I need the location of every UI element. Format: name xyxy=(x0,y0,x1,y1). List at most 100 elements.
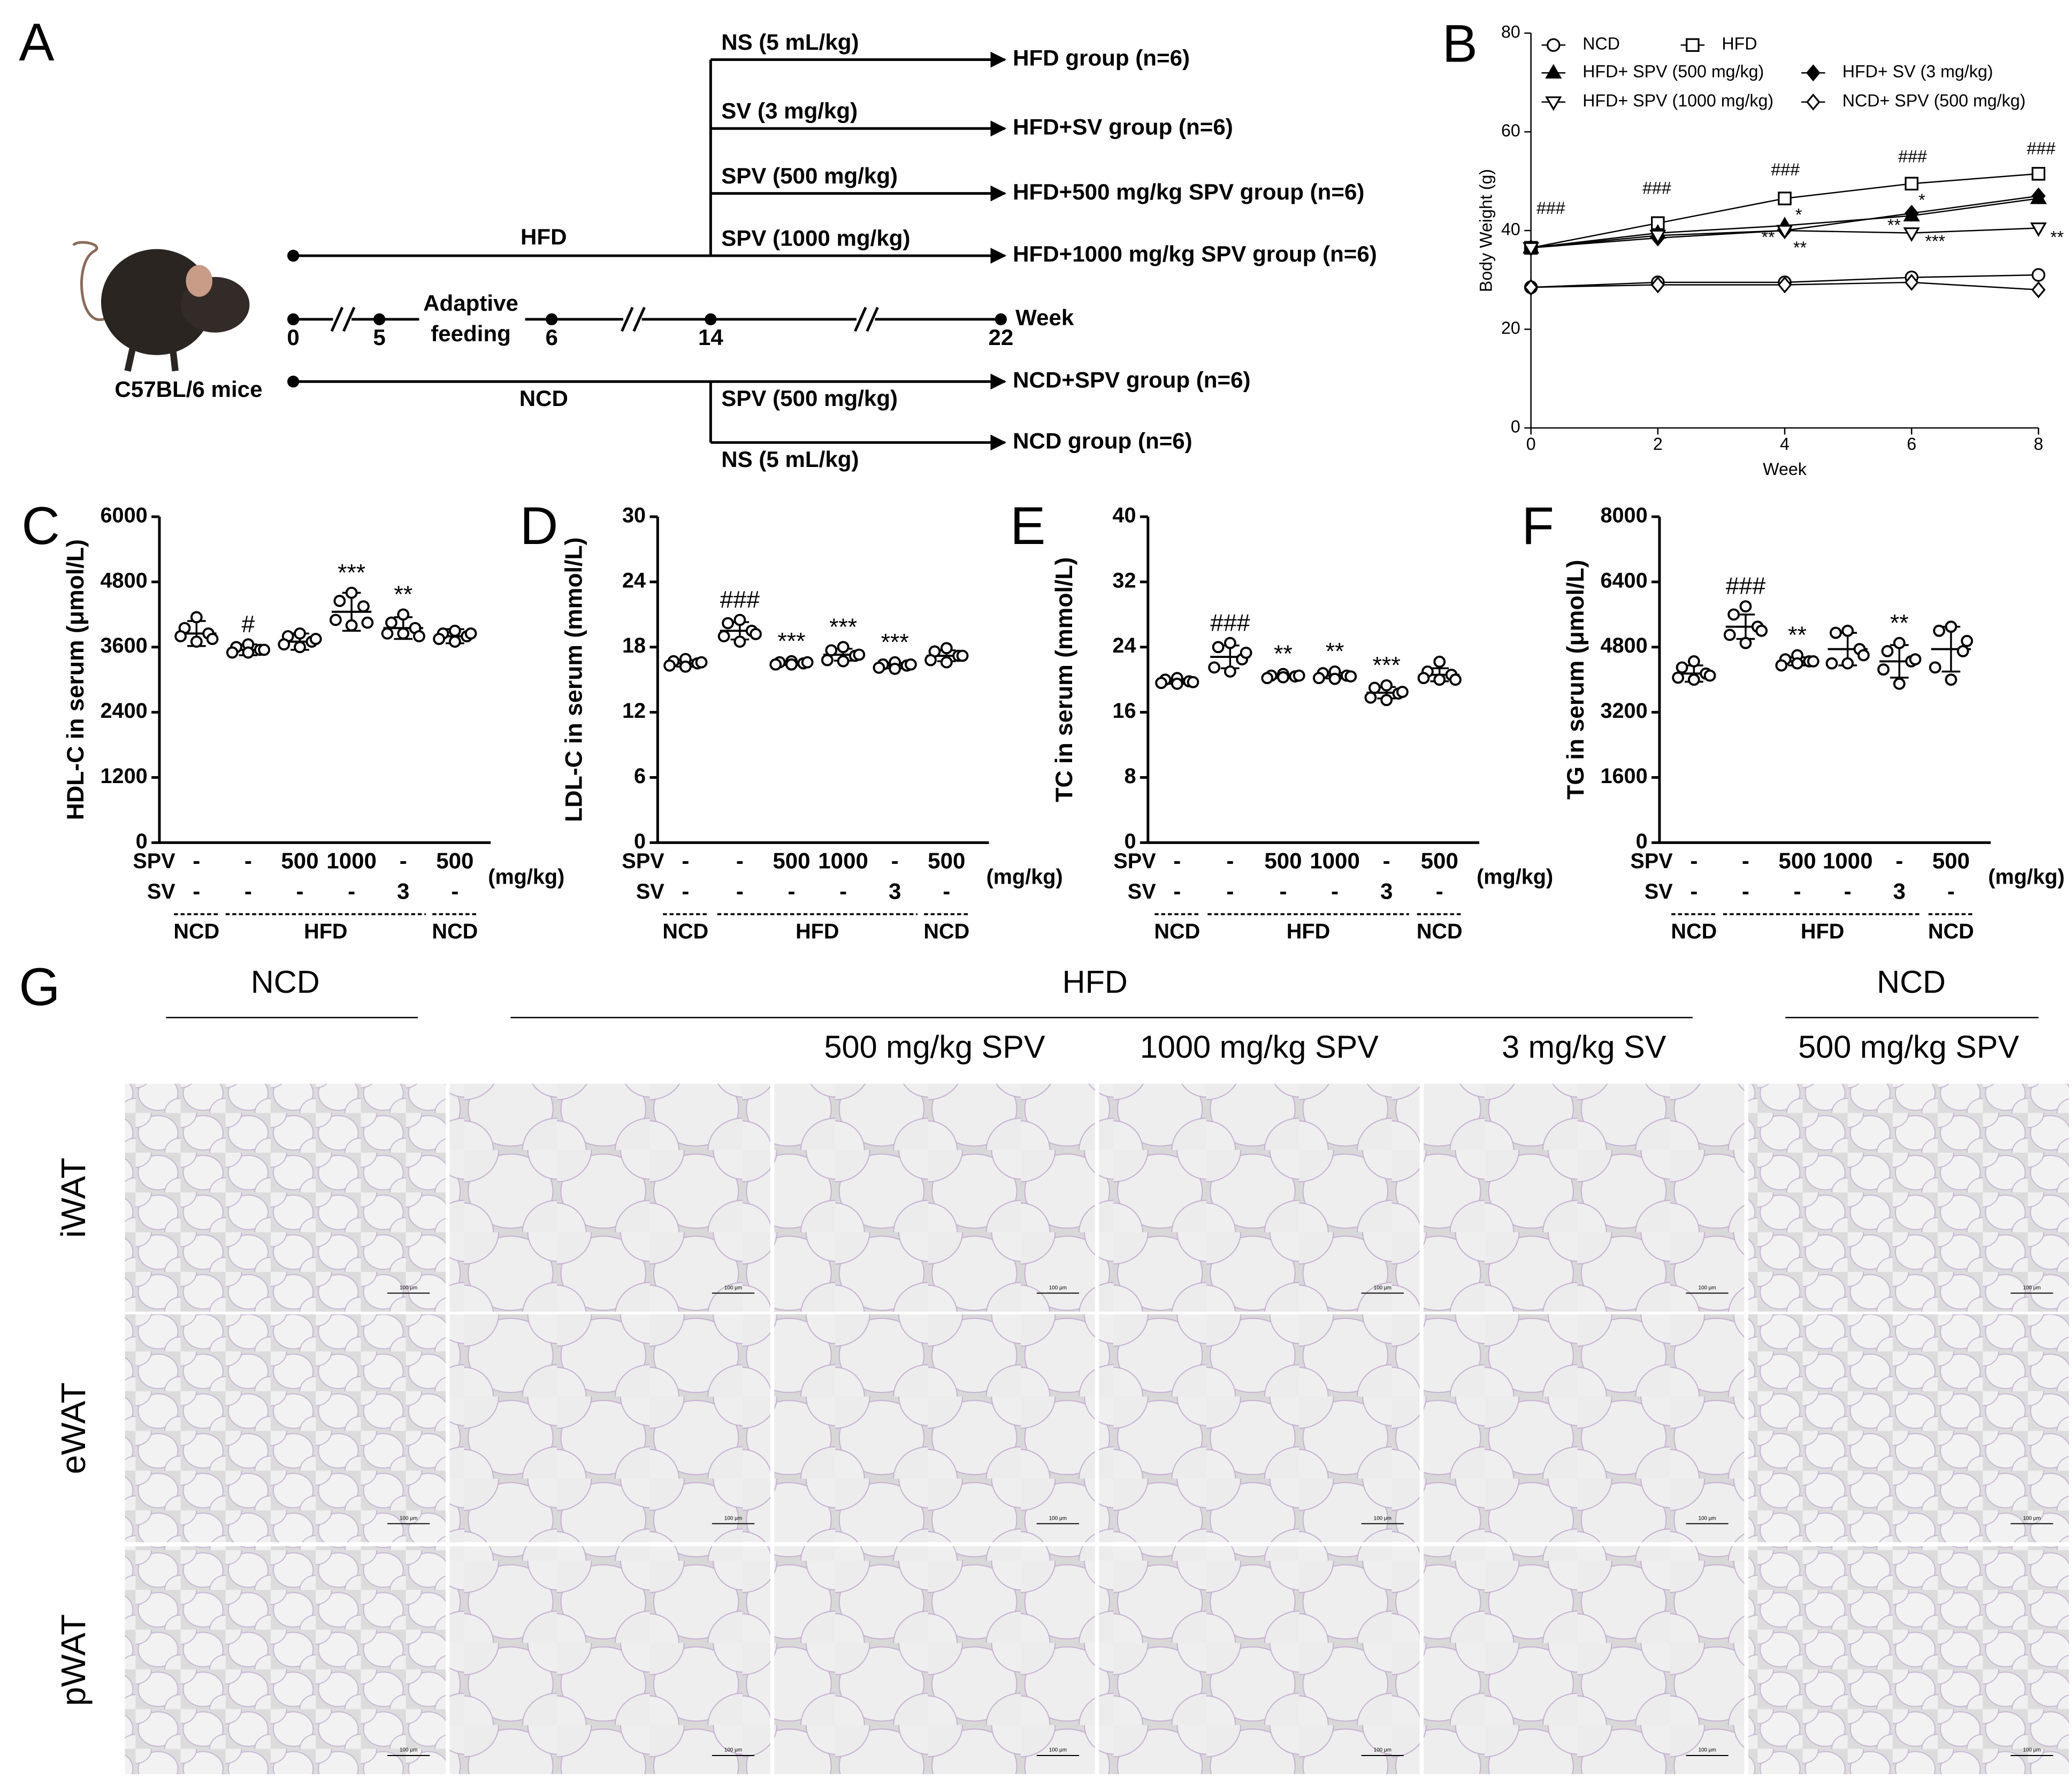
spv-dose: - xyxy=(193,848,200,873)
data-point xyxy=(1672,671,1685,684)
row-label: SV xyxy=(636,880,664,903)
break-mark xyxy=(342,306,356,332)
timeline-tick: 5 xyxy=(373,325,385,350)
data-point xyxy=(242,646,255,659)
timeline-tick: 22 xyxy=(988,325,1013,350)
group-label: HFD xyxy=(304,919,347,943)
panel-label: D xyxy=(520,496,559,555)
marker xyxy=(2031,187,2046,205)
data-point xyxy=(433,633,446,645)
data-point xyxy=(1893,677,1906,690)
x-tick-label: 8 xyxy=(2033,434,2043,454)
data-point xyxy=(837,641,850,654)
marker xyxy=(1686,38,1700,52)
data-point xyxy=(853,648,866,661)
x-axis-label: Week xyxy=(1763,459,1807,479)
phase-label: feeding xyxy=(431,321,511,346)
break-mark xyxy=(632,306,646,332)
break-mark xyxy=(330,306,344,332)
data-point xyxy=(345,619,358,632)
y-tick-label: 60 xyxy=(1501,121,1520,140)
spv-dose: 500 xyxy=(1778,848,1816,873)
scale-bar-label: 100 μm xyxy=(1049,1515,1067,1521)
diet-label: NCD xyxy=(519,386,568,411)
marker xyxy=(1806,93,1821,111)
treatment-label: SPV (500 mg/kg) xyxy=(721,386,898,411)
data-point xyxy=(1449,673,1462,686)
spv-dose: - xyxy=(891,848,899,873)
annotation: *** xyxy=(1925,232,1945,251)
data-point xyxy=(1945,620,1958,633)
scale-bar-label: 100 μm xyxy=(1049,1285,1067,1291)
y-tick-label: 1600 xyxy=(1600,764,1647,788)
data-point xyxy=(357,600,370,612)
y-tick-label: 24 xyxy=(1112,634,1136,657)
data-point xyxy=(1368,681,1381,694)
significance: ** xyxy=(1890,610,1909,636)
scale-bar-label: 100 μm xyxy=(1374,1515,1391,1521)
spv-dose: - xyxy=(1895,848,1903,873)
y-tick-label: 0 xyxy=(1124,830,1136,853)
group-label: NCD group (n=6) xyxy=(1013,428,1192,453)
mouse-label: C57BL/6 mice xyxy=(114,377,262,402)
data-point xyxy=(1293,669,1305,682)
data-point xyxy=(345,586,358,599)
data-point xyxy=(1687,673,1700,686)
timeline-dot xyxy=(287,313,300,326)
sv-dose: - xyxy=(736,879,744,904)
spv-dose: 500 xyxy=(1264,848,1302,873)
data-point xyxy=(1224,637,1236,649)
y-axis-label: LDL-C in serum (mmol/L) xyxy=(561,537,587,822)
marker xyxy=(2031,268,2046,282)
annotation: ** xyxy=(1887,216,1901,235)
panel-label: E xyxy=(1010,496,1045,555)
panel-label: F xyxy=(1521,496,1554,555)
y-axis-label: TC in serum (mmol/L) xyxy=(1051,557,1077,802)
sv-dose: - xyxy=(1690,879,1698,904)
group-label: NCD xyxy=(1417,919,1463,943)
data-point xyxy=(889,662,901,675)
row-label: SPV xyxy=(133,849,175,873)
data-point xyxy=(1396,686,1409,698)
scale-bar-label: 100 μm xyxy=(1699,1747,1716,1753)
group-label: NCD xyxy=(1928,919,1974,943)
marker xyxy=(1903,227,1920,242)
data-point xyxy=(397,627,410,640)
data-point xyxy=(905,658,917,671)
mouse-ear xyxy=(186,265,213,297)
sv-dose: - xyxy=(244,879,252,904)
sv-dose: 3 xyxy=(1380,879,1393,904)
break-mark xyxy=(854,306,867,332)
annotation: ### xyxy=(1898,147,1927,166)
histology-image xyxy=(774,1314,1095,1543)
x-tick-label: 0 xyxy=(1526,434,1536,454)
annotation: ### xyxy=(1642,179,1671,198)
row-label: SPV xyxy=(1113,849,1156,873)
histology-image xyxy=(1099,1546,1420,1774)
histology-image xyxy=(1099,1084,1420,1312)
diet-label: HFD xyxy=(521,224,567,249)
data-point xyxy=(1881,645,1894,657)
spv-dose: - xyxy=(736,848,744,873)
scale-bar-label: 100 μm xyxy=(2023,1747,2040,1753)
y-tick-label: 2400 xyxy=(101,699,148,723)
y-tick-label: 20 xyxy=(1501,318,1520,338)
group-label: HFD+1000 mg/kg SPV group (n=6) xyxy=(1013,241,1377,266)
sv-dose: - xyxy=(1794,879,1801,904)
y-tick-label: 1200 xyxy=(101,764,148,788)
group-label: HFD+500 mg/kg SPV group (n=6) xyxy=(1013,179,1364,204)
significance: # xyxy=(242,611,255,638)
histology-image xyxy=(1424,1314,1745,1543)
histology-image xyxy=(1748,1546,2069,1774)
column-title: 500 mg/kg SPV xyxy=(1798,1029,2019,1064)
marker xyxy=(1904,204,1919,222)
data-point xyxy=(1433,673,1446,686)
sv-dose: - xyxy=(1279,879,1287,904)
marker xyxy=(1905,177,1918,191)
start-dot xyxy=(287,375,300,388)
significance: ### xyxy=(1210,610,1250,636)
data-point xyxy=(1171,677,1183,690)
legend-entry: NCD xyxy=(1582,34,1620,53)
data-point xyxy=(448,635,461,648)
data-point xyxy=(1687,655,1700,668)
